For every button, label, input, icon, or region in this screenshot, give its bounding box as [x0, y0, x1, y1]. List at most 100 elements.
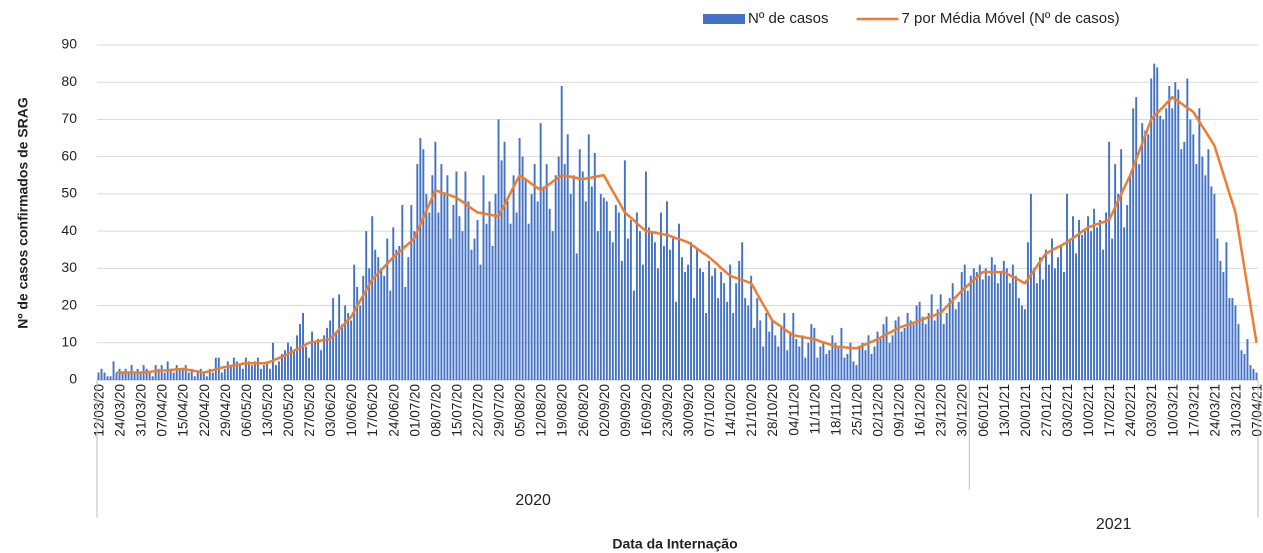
- bar: [548, 208, 551, 380]
- bar: [1228, 298, 1231, 380]
- bar: [1219, 260, 1222, 380]
- bar: [921, 316, 924, 380]
- bar: [226, 361, 229, 380]
- bar: [927, 313, 930, 380]
- bar: [608, 231, 611, 380]
- bar: [512, 175, 515, 380]
- bar: [413, 231, 416, 380]
- bar: [449, 238, 452, 380]
- bar: [810, 324, 813, 380]
- x-tick-label: 25/11/20: [849, 384, 864, 436]
- bar: [885, 316, 888, 380]
- bar: [163, 372, 166, 380]
- bar: [491, 246, 494, 380]
- bar: [256, 357, 259, 380]
- bar: [666, 201, 668, 380]
- bar: [395, 249, 398, 380]
- bar: [157, 368, 160, 380]
- bar: [789, 331, 792, 380]
- bar: [675, 301, 677, 380]
- bar: [996, 283, 999, 380]
- bar: [290, 346, 292, 380]
- bar: [458, 216, 461, 380]
- y-tick-label: 40: [61, 222, 77, 238]
- bar: [759, 320, 762, 380]
- bar: [656, 268, 659, 380]
- bar: [732, 313, 735, 380]
- bar: [669, 249, 671, 380]
- bar: [930, 294, 933, 380]
- bar: [975, 272, 978, 380]
- bar: [801, 335, 804, 380]
- bar: [726, 301, 729, 380]
- bar: [1054, 268, 1056, 380]
- bar: [527, 223, 530, 380]
- bar: [837, 346, 840, 380]
- bar: [338, 294, 341, 380]
- x-tick-label: 12/08/20: [534, 384, 549, 437]
- bar: [530, 193, 533, 380]
- bar: [506, 201, 509, 380]
- bar: [714, 268, 717, 380]
- bar: [1198, 108, 1201, 381]
- bar: [190, 368, 193, 380]
- bar: [259, 368, 262, 380]
- bar: [894, 320, 897, 380]
- bar: [1165, 108, 1168, 381]
- bar: [696, 249, 699, 380]
- bar: [425, 193, 428, 380]
- x-tick-label: 27/05/20: [302, 384, 317, 437]
- bar: [572, 175, 575, 380]
- bar: [1240, 350, 1243, 380]
- bar: [479, 264, 482, 380]
- bar: [305, 346, 308, 380]
- bar: [220, 372, 223, 380]
- bar: [912, 324, 915, 380]
- bar: [1150, 78, 1153, 380]
- bar: [356, 286, 359, 380]
- x-tick-label: 31/03/21: [1228, 384, 1243, 437]
- bar: [308, 357, 311, 380]
- bar: [365, 231, 368, 380]
- bar: [891, 335, 894, 380]
- bar: [1132, 108, 1135, 381]
- bar: [1038, 257, 1041, 380]
- bar: [581, 171, 584, 380]
- bar: [762, 346, 765, 380]
- bar: [208, 368, 211, 380]
- bar: [476, 219, 479, 380]
- bar: [1063, 272, 1065, 380]
- bar: [1002, 260, 1005, 380]
- bar: [1210, 186, 1213, 380]
- bar: [437, 212, 440, 380]
- bar: [1020, 305, 1023, 380]
- bar: [587, 134, 590, 380]
- bar: [1111, 238, 1114, 380]
- bar: [915, 305, 918, 380]
- bar: [765, 313, 768, 380]
- bar: [1222, 272, 1225, 380]
- bar: [1041, 279, 1044, 380]
- x-tick-label: 18/11/20: [828, 384, 843, 436]
- bar: [566, 134, 569, 380]
- bar: [969, 275, 972, 380]
- bar: [864, 350, 867, 380]
- bar: [900, 331, 903, 380]
- bar: [909, 320, 912, 380]
- bar: [455, 171, 458, 380]
- bar: [753, 327, 756, 380]
- bar: [278, 361, 280, 380]
- bar: [241, 368, 244, 380]
- bar: [205, 376, 208, 380]
- bar: [344, 305, 347, 380]
- bar: [497, 119, 500, 380]
- x-tick-label: 03/06/20: [323, 384, 338, 437]
- bar: [470, 249, 473, 380]
- bar: [945, 313, 948, 380]
- bar: [175, 365, 178, 380]
- bar: [536, 201, 539, 380]
- bar: [816, 357, 819, 380]
- bar: [629, 219, 632, 380]
- bar: [1029, 193, 1032, 380]
- bar: [154, 365, 157, 380]
